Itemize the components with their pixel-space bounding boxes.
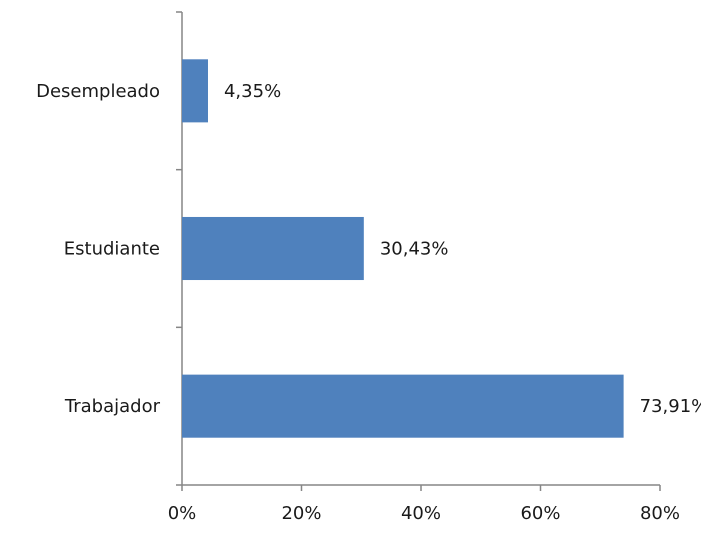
x-tick-label: 20% [281,503,321,524]
x-tick-label: 0% [168,503,197,524]
data-label: 73,91% [640,396,701,417]
bars [182,59,624,438]
bar [182,59,208,123]
category-label: Trabajador [64,396,161,417]
data-label: 30,43% [380,239,449,260]
category-label: Estudiante [64,239,160,260]
x-tick-label: 80% [640,503,680,524]
bar [182,216,364,281]
labels: 0% 20% 40% 60% 80% Desempleado 4,35% Estudiante… [36,81,701,524]
category-label: Desempleado [36,81,160,102]
bar [182,374,624,438]
x-tick-label: 40% [401,503,441,524]
data-label: 4,35% [224,81,281,102]
x-tick-label: 60% [520,503,560,524]
